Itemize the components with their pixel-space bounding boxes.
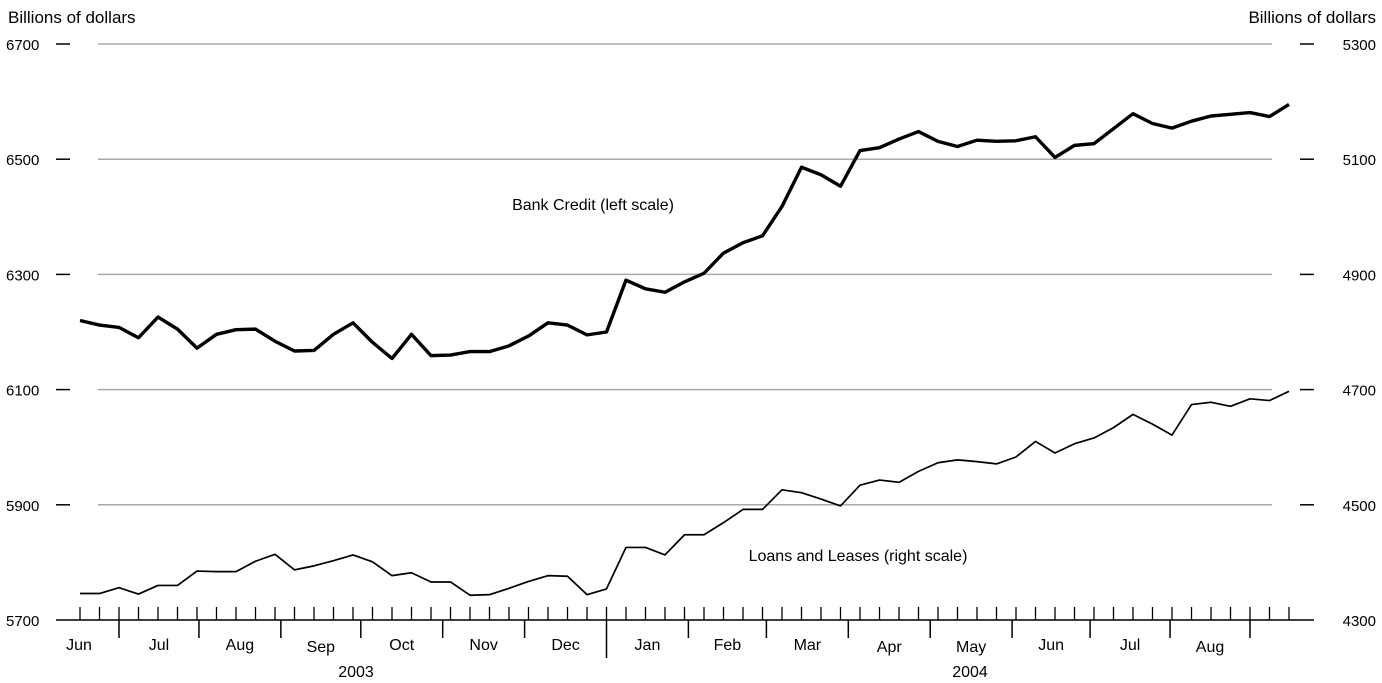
left-tick-label: 5900 [6, 498, 39, 515]
left-tick-label: 6100 [6, 383, 39, 400]
month-label: May [956, 639, 986, 656]
right-tick-label: 4900 [1343, 267, 1376, 284]
year-label: 2003 [338, 664, 374, 681]
month-label: Jan [635, 637, 661, 654]
month-label: Apr [877, 639, 903, 656]
bank-credit-line [79, 103, 1290, 361]
right-tick-label: 4700 [1343, 383, 1376, 400]
month-label: Dec [551, 637, 579, 654]
month-label: Nov [469, 637, 497, 654]
right-tick-label: 5100 [1343, 152, 1376, 169]
month-label: Sep [307, 639, 336, 656]
month-label: Mar [794, 637, 822, 654]
year-label: 2004 [952, 664, 988, 681]
month-label: Jul [1120, 637, 1140, 654]
right-tick-label: 4300 [1343, 613, 1376, 630]
month-label: Aug [1196, 639, 1224, 656]
month-label: Aug [226, 637, 254, 654]
month-label: Jun [66, 637, 92, 654]
month-label: Oct [389, 637, 414, 654]
series-label: Loans and Leases (right scale) [749, 548, 968, 565]
right-axis-title: Billions of dollars [1248, 8, 1376, 27]
loans-leases-line [80, 390, 1290, 597]
left-tick-label: 5700 [6, 613, 39, 630]
right-tick-label: 4500 [1343, 498, 1376, 515]
right-tick-label: 5300 [1343, 37, 1376, 54]
month-label: Jun [1038, 637, 1064, 654]
month-label: Feb [714, 637, 742, 654]
series-label: Bank Credit (left scale) [512, 197, 674, 214]
left-tick-label: 6500 [6, 152, 39, 169]
left-axis-title: Billions of dollars [8, 8, 136, 27]
month-label: Jul [149, 637, 169, 654]
left-tick-label: 6700 [6, 37, 39, 54]
left-tick-label: 6300 [6, 267, 39, 284]
